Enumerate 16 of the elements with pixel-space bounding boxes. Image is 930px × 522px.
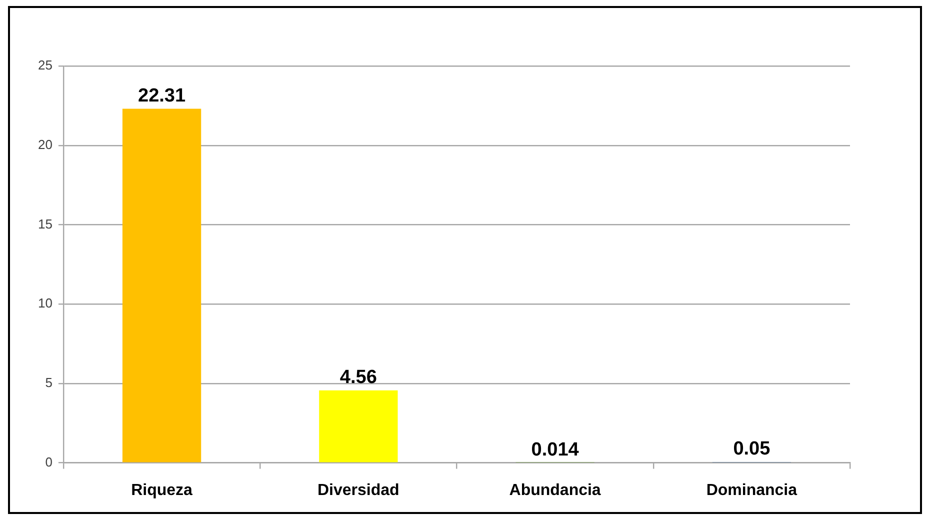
data-label: 0.05	[733, 438, 771, 460]
y-tick-label: 25	[38, 58, 52, 73]
y-tick-label: 5	[45, 375, 52, 390]
y-tick-label: 0	[45, 454, 52, 470]
y-tick-label: 15	[38, 216, 52, 232]
x-tick-label: Dominancia	[706, 482, 798, 499]
bar	[319, 390, 398, 462]
x-tick-label: Abundancia	[509, 482, 601, 499]
data-label: 4.56	[340, 367, 377, 388]
x-tick-label: Diversidad	[318, 482, 400, 499]
data-label: 0.014	[531, 439, 580, 460]
y-tick-label: 20	[38, 136, 52, 152]
x-tick-label: Riqueza	[131, 482, 193, 499]
data-label: 22.31	[138, 85, 186, 106]
y-tick-label: 10	[38, 296, 52, 311]
bar	[122, 108, 202, 462]
